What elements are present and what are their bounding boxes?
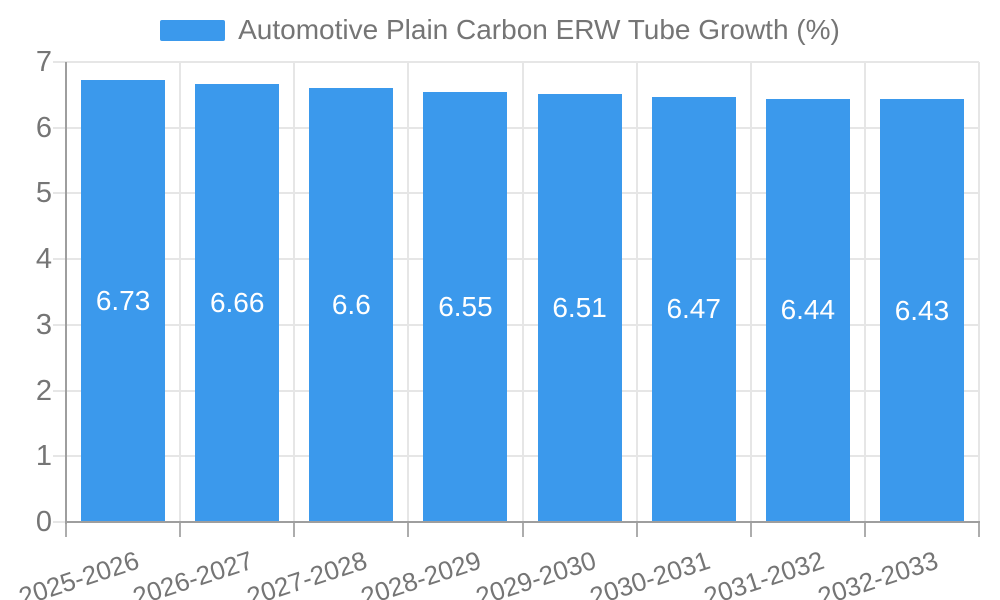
bar-value-label: 6.47 (666, 293, 721, 325)
y-axis-tick-label: 7 (35, 46, 52, 78)
bar[interactable] (195, 84, 280, 522)
grid-line-vertical (179, 62, 182, 522)
grid-line-vertical (863, 62, 866, 522)
bar[interactable] (765, 98, 850, 522)
x-axis-tick-mark (749, 523, 752, 537)
y-axis-tick-label: 4 (35, 243, 52, 276)
x-axis-line (65, 521, 980, 523)
y-axis-tick-label: 2 (35, 374, 52, 407)
y-axis-tick-label: 1 (35, 440, 52, 473)
x-axis-tick-mark (521, 523, 524, 537)
x-axis-tick-mark (635, 523, 638, 537)
bar-value-label: 6.55 (438, 290, 493, 322)
bar[interactable] (537, 94, 622, 522)
y-axis-tick-mark (53, 192, 66, 195)
bar-value-label: 6.44 (780, 294, 836, 326)
y-axis-tick-mark (53, 126, 66, 129)
bar[interactable] (309, 88, 394, 522)
grid-line-vertical (407, 62, 410, 522)
legend-color-swatch (160, 19, 226, 41)
grid-line-vertical (521, 62, 524, 522)
bar-value-label: 6.6 (331, 289, 371, 321)
legend-label: Automotive Plain Carbon ERW Tube Growth … (238, 14, 840, 45)
y-axis-tick-mark (53, 258, 66, 261)
grid-line-vertical (635, 62, 638, 522)
y-axis-tick-mark (53, 521, 66, 523)
x-axis-tick-mark (978, 523, 980, 537)
x-axis-tick-mark (293, 523, 296, 537)
y-axis-tick-mark (53, 61, 66, 63)
y-axis-tick-mark (53, 323, 66, 326)
x-axis-tick-mark (65, 523, 67, 537)
y-axis-tick-label: 3 (35, 308, 52, 341)
grid-line-vertical (749, 62, 752, 522)
grid-line-vertical (978, 62, 980, 522)
bar-value-label: 6.51 (552, 292, 607, 324)
y-axis-tick-label: 5 (35, 177, 52, 210)
bar-value-label: 6.73 (95, 284, 151, 316)
x-axis-tick-mark (863, 523, 866, 537)
x-axis-tick-mark (407, 523, 410, 537)
bar[interactable] (423, 91, 508, 522)
bar[interactable] (879, 99, 964, 522)
bar-value-label: 6.66 (209, 287, 265, 319)
y-axis-tick-mark (53, 455, 66, 458)
y-axis-tick-label: 6 (35, 111, 52, 144)
grid-line-vertical (293, 62, 296, 522)
x-axis-tick-mark (179, 523, 182, 537)
y-axis-tick-mark (53, 389, 66, 392)
y-axis-tick-label: 0 (35, 506, 52, 538)
legend: Automotive Plain Carbon ERW Tube Growth … (0, 14, 1000, 46)
bar-value-label: 6.43 (894, 294, 950, 326)
y-axis-line (65, 62, 67, 524)
bar[interactable] (651, 96, 736, 522)
legend-item[interactable]: Automotive Plain Carbon ERW Tube Growth … (160, 14, 840, 46)
bar[interactable] (81, 79, 166, 522)
